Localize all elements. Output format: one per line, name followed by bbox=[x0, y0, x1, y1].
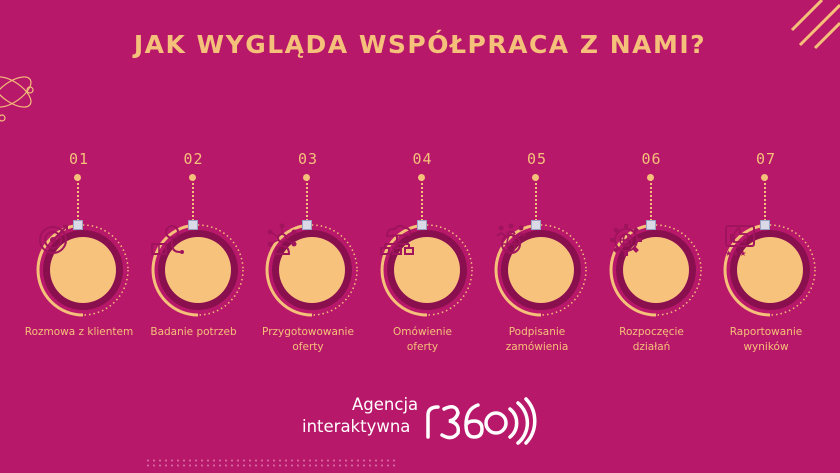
step-number: 02 bbox=[183, 150, 204, 168]
lightbulb-book-icon bbox=[150, 225, 184, 255]
stripes-decoration bbox=[790, 0, 840, 50]
step-label-line1: Omówienie bbox=[393, 326, 452, 338]
step-label-line2: działań bbox=[632, 341, 671, 353]
r360-logo-mark bbox=[426, 397, 537, 445]
page-title: JAK WYGLĄDA WSPÓŁPRACA Z NAMI? bbox=[133, 30, 707, 59]
step-04: 04 Omówienie oferty bbox=[358, 150, 488, 370]
step-number: 06 bbox=[641, 150, 662, 168]
step-02: 02 Badanie potrzeb bbox=[129, 150, 259, 370]
step-05: 05 Podpisanie zamówienia bbox=[472, 150, 602, 370]
ring-marker bbox=[302, 220, 312, 230]
ring-marker bbox=[645, 220, 656, 230]
step-label: Rozmowa z klientem bbox=[4, 325, 154, 340]
connector-line bbox=[764, 176, 768, 224]
logo-line1: Agencja bbox=[352, 395, 419, 414]
step-03: 03 Przygotowowanie oferty bbox=[243, 150, 373, 370]
dotted-decoration bbox=[145, 458, 395, 468]
step-label-line2: oferty bbox=[406, 341, 439, 353]
ring-marker bbox=[187, 220, 198, 230]
svg-text:★★★: ★★★ bbox=[725, 249, 747, 258]
step-label-line2: zamówienia bbox=[505, 341, 569, 353]
step-badge bbox=[493, 222, 589, 318]
step-label: Raportowanie wyników bbox=[691, 325, 840, 355]
step-label-line1: Podpisanie bbox=[508, 326, 566, 338]
ring-marker bbox=[416, 220, 427, 230]
orbit-decoration bbox=[0, 76, 34, 122]
thumbs-up-rating-icon: ★★★ bbox=[725, 225, 755, 258]
step-number: 01 bbox=[68, 150, 90, 168]
ring-marker bbox=[73, 220, 83, 230]
step-badge bbox=[608, 222, 704, 318]
step-badge: ★★★ bbox=[722, 222, 818, 318]
cloud-hierarchy-icon bbox=[379, 224, 414, 255]
network-icon bbox=[267, 223, 297, 255]
step-label-line1: Badanie potrzeb bbox=[150, 326, 237, 338]
target-icon bbox=[39, 225, 68, 254]
ring-marker bbox=[760, 220, 770, 230]
connector-line bbox=[649, 176, 654, 224]
connector-line bbox=[191, 176, 196, 224]
step-number: 03 bbox=[297, 150, 319, 168]
connector-line bbox=[535, 176, 539, 224]
connector-line bbox=[77, 176, 81, 224]
step-number: 04 bbox=[412, 150, 433, 168]
step-label-line1: Rozmowa z klientem bbox=[24, 326, 134, 338]
step-badge bbox=[150, 222, 246, 318]
step-number: 07 bbox=[755, 150, 777, 168]
step-label: Przygotowowanie oferty bbox=[233, 325, 383, 355]
agency-logo: Agencja interaktywna bbox=[300, 387, 540, 447]
step-label-line1: Przygotowowanie bbox=[262, 326, 354, 338]
step-label: Rozpoczęcie działań bbox=[577, 325, 727, 355]
step-07: 07 ★★★ Raportowanie wyników bbox=[701, 150, 831, 370]
gear-globe-icon bbox=[609, 224, 642, 256]
connector-line bbox=[420, 176, 425, 224]
step-label: Badanie potrzeb bbox=[119, 325, 269, 340]
connector-line bbox=[306, 176, 310, 224]
step-number: 05 bbox=[526, 150, 548, 168]
global-team-icon bbox=[496, 223, 526, 254]
process-steps: 01 Rozmowa z klientem 02 Badanie potrzeb 03 P… bbox=[0, 150, 840, 370]
step-label-line2: oferty bbox=[292, 341, 324, 353]
step-label-line1: Rozpoczęcie bbox=[619, 326, 684, 338]
step-badge bbox=[35, 222, 131, 318]
step-label: Podpisanie zamówienia bbox=[462, 325, 612, 355]
step-06: 06 Rozpoczęcie działań bbox=[587, 150, 717, 370]
step-badge bbox=[379, 222, 475, 318]
logo-line2: interaktywna bbox=[302, 417, 411, 436]
step-label-line2: wyników bbox=[743, 341, 789, 353]
ring-marker bbox=[531, 220, 541, 230]
step-01: 01 Rozmowa z klientem bbox=[14, 150, 144, 370]
step-label-line1: Raportowanie bbox=[729, 326, 803, 338]
step-label: Omówienie oferty bbox=[348, 325, 498, 355]
step-badge bbox=[264, 222, 360, 318]
